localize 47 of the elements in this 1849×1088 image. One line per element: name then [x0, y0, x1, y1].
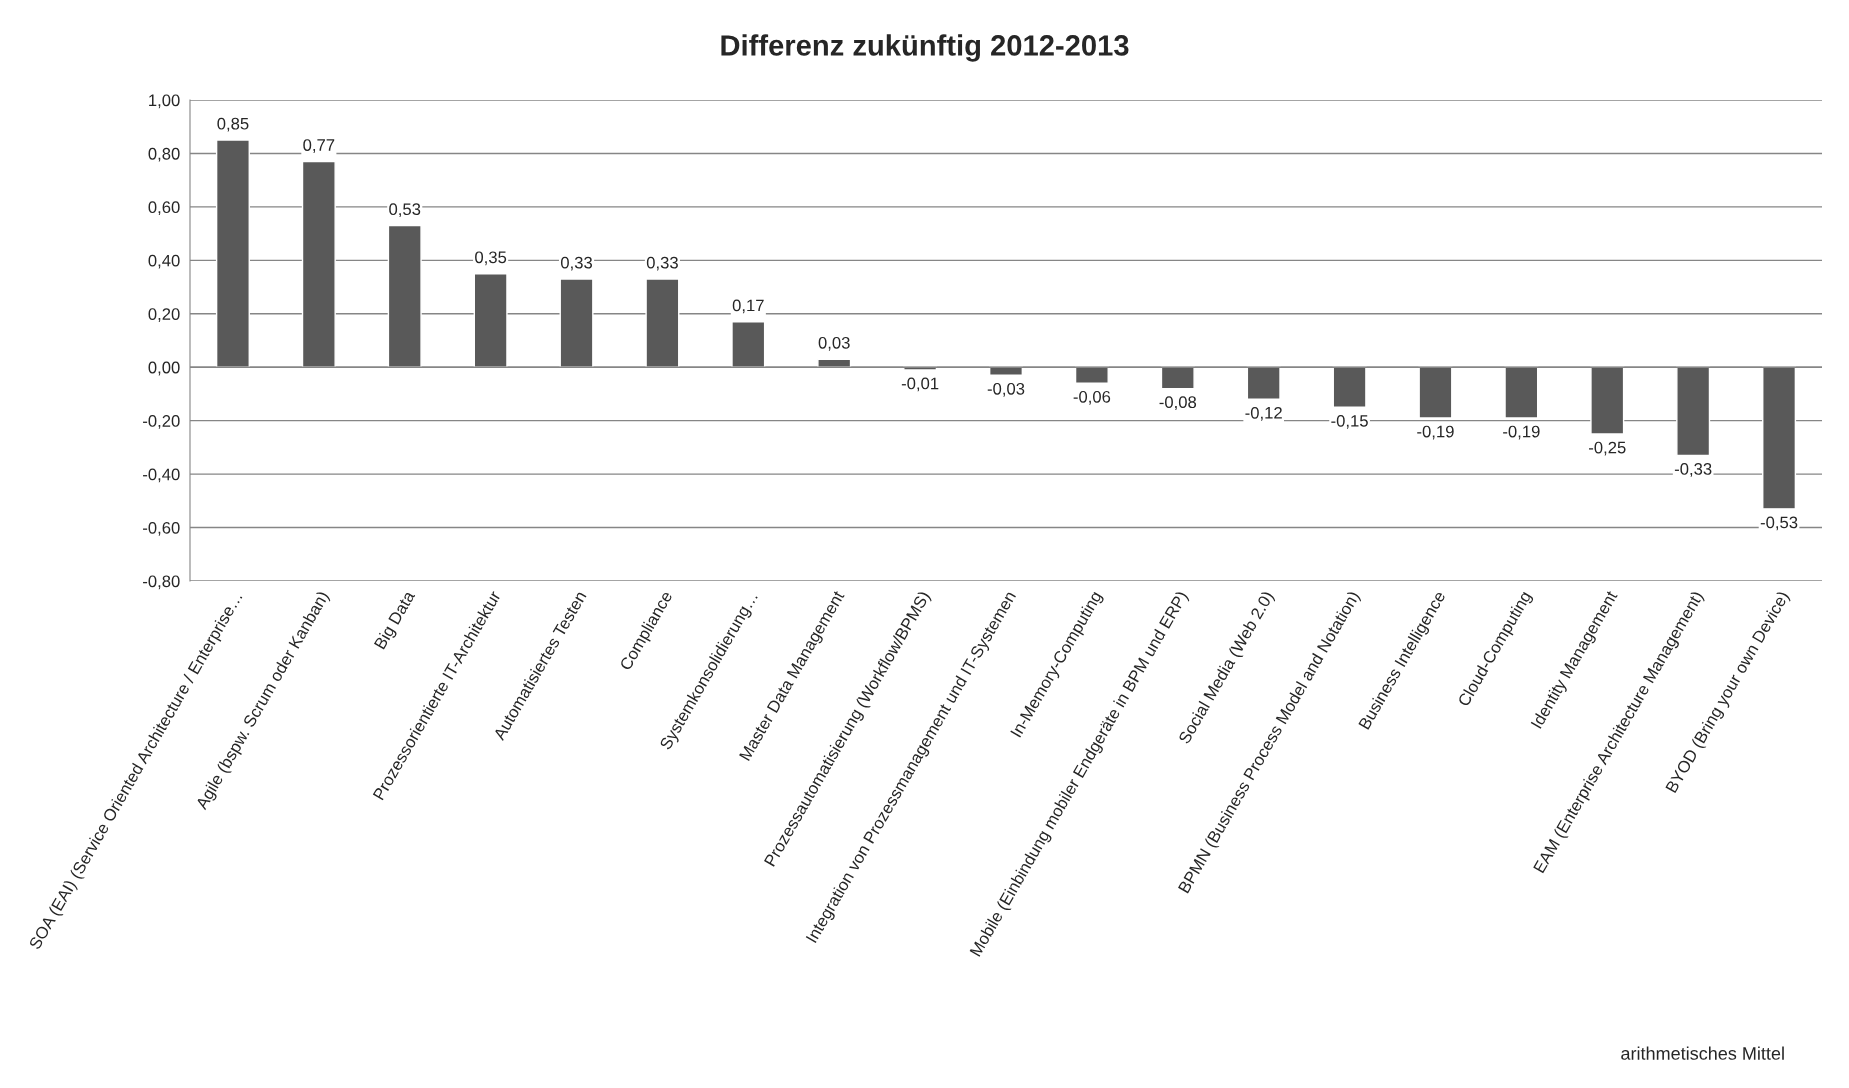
data-label: 0,77: [303, 139, 335, 153]
data-label: -0,19: [1417, 425, 1454, 440]
y-tick-label: 0,00: [148, 361, 180, 376]
y-tick-label: -0,60: [143, 521, 180, 536]
y-tick-label: -0,40: [143, 468, 180, 483]
data-label: -0,33: [1674, 463, 1712, 477]
bar: [1074, 366, 1109, 384]
bar: [1590, 366, 1625, 435]
bar: [473, 272, 508, 368]
data-label: -0,53: [1760, 516, 1798, 531]
chart-title: Differenz zukünftig 2012-2013: [721, 34, 1129, 62]
bar: [1762, 366, 1797, 510]
y-tick-label: -0,20: [143, 415, 180, 429]
bar: [1504, 366, 1539, 419]
y-tick-label: 0,40: [148, 254, 180, 269]
data-label: 0,53: [389, 203, 421, 218]
bar: [1418, 366, 1453, 419]
data-label: -0,12: [1245, 406, 1282, 421]
bar: [1246, 366, 1281, 400]
data-label: -0,19: [1503, 425, 1540, 440]
bar: [215, 139, 250, 368]
y-tick-label: 0,60: [148, 201, 180, 216]
y-tick-label: 0,80: [148, 147, 180, 162]
y-tick-label: 0,20: [148, 308, 180, 322]
data-label: -0,03: [987, 382, 1025, 397]
data-label: -0,06: [1073, 390, 1111, 405]
data-label: 0,85: [217, 117, 249, 132]
bar: [1332, 366, 1367, 409]
bar: [645, 278, 680, 368]
data-label: 0,33: [646, 256, 678, 271]
data-label: 0,17: [732, 299, 764, 314]
bar: [731, 321, 766, 368]
data-label: -0,15: [1331, 414, 1368, 429]
data-label: 0,33: [560, 256, 593, 271]
y-tick-label: -0,80: [143, 575, 180, 590]
data-label: -0,01: [901, 377, 939, 392]
bar: [1676, 366, 1711, 457]
data-label: 0,03: [818, 336, 850, 351]
data-label: -0,08: [1159, 396, 1197, 411]
bar: [1160, 366, 1195, 390]
bar: [301, 160, 336, 368]
data-label: -0,25: [1589, 441, 1626, 456]
y-tick-label: 1,00: [149, 94, 180, 109]
data-label: 0,35: [475, 251, 507, 266]
text: arithmetisches Mittel: [1621, 1046, 1784, 1060]
bar: [559, 278, 594, 368]
bar: [387, 224, 422, 368]
